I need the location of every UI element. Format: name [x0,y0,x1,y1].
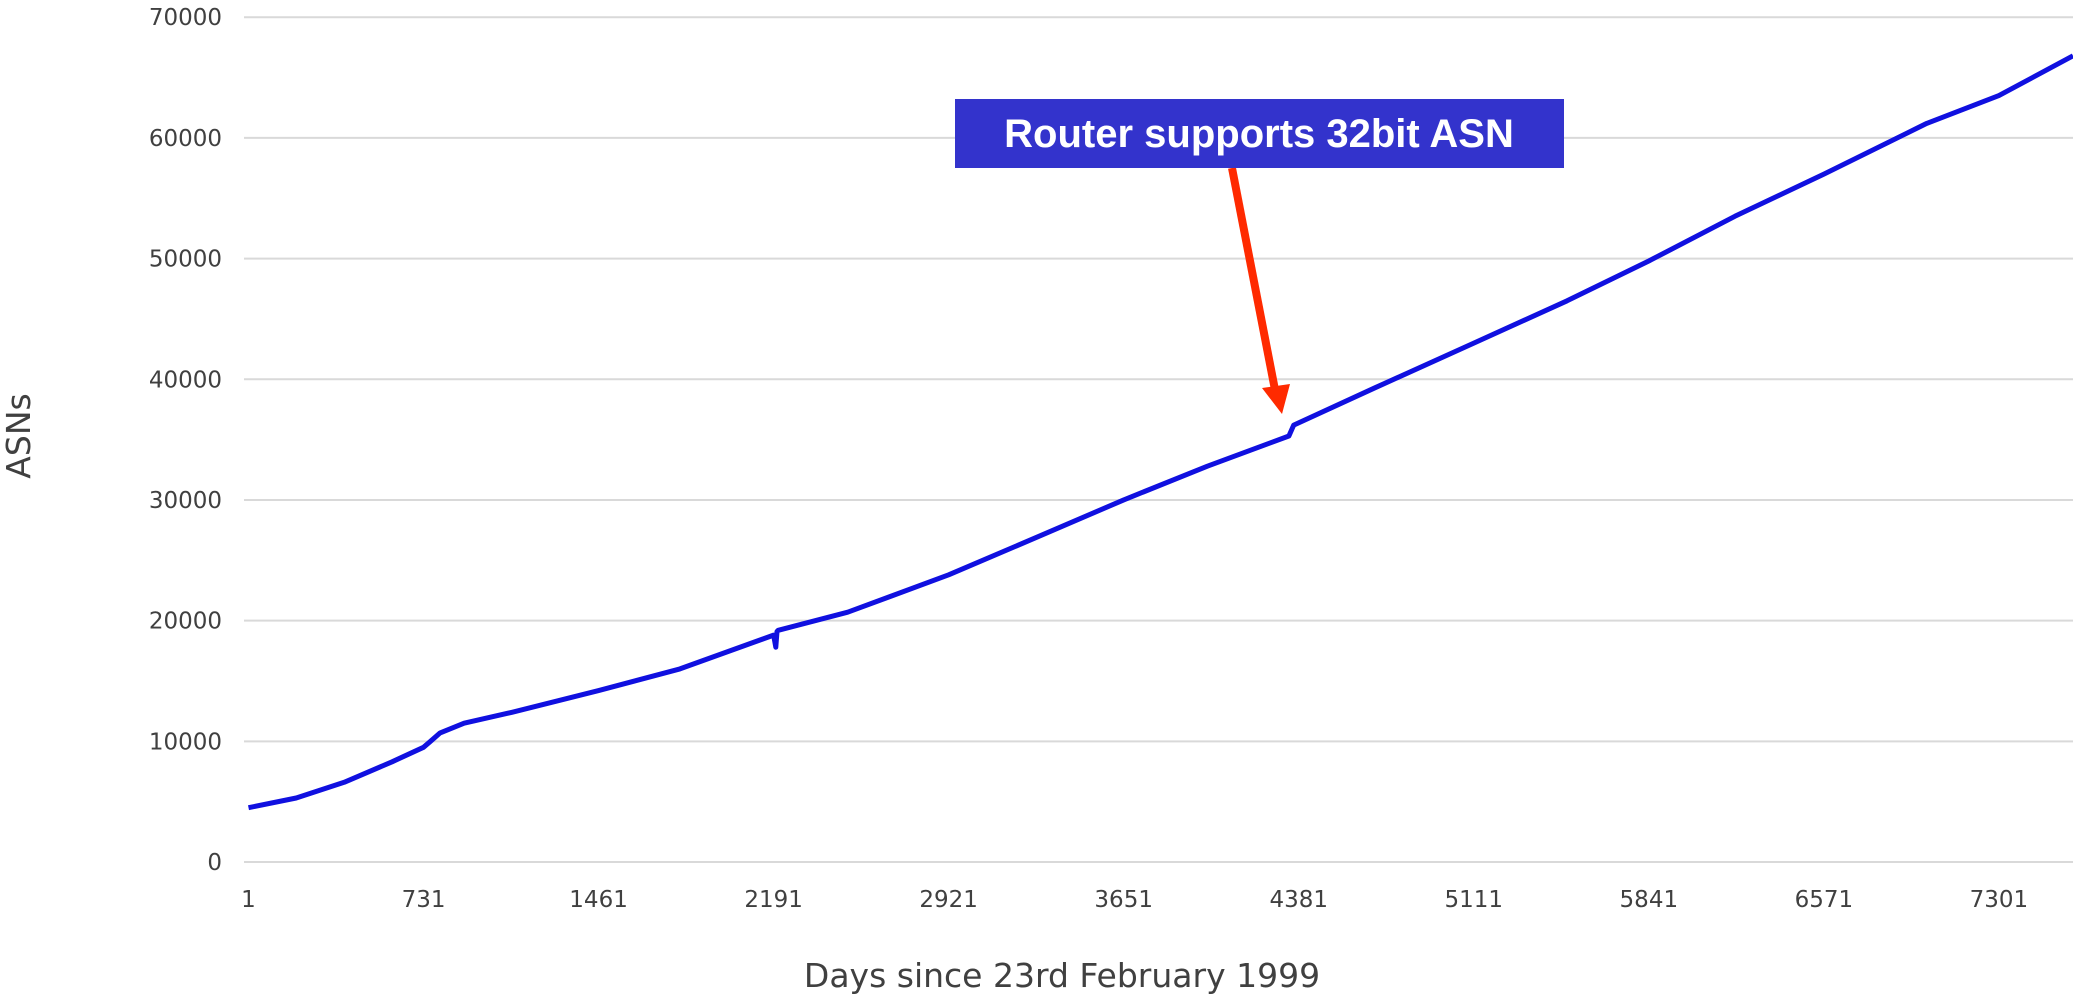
y-tick-label: 60000 [149,126,222,152]
x-tick-label: 2921 [919,887,978,913]
x-tick-label: 7301 [1970,887,2029,913]
x-tick-label: 3651 [1094,887,1153,913]
data-line [249,56,2073,808]
y-tick-label: 30000 [149,488,222,514]
x-tick-label: 1461 [569,887,628,913]
x-tick-label: 5111 [1445,887,1504,913]
y-tick-label: 50000 [149,247,222,273]
x-tick-label: 4381 [1269,887,1328,913]
x-tick-label: 2191 [744,887,803,913]
y-tick-label: 10000 [149,729,222,755]
annotation-arrowhead [1262,384,1290,414]
y-tick-label: 40000 [149,367,222,393]
y-tick-label: 0 [207,850,222,876]
y-axis-title: ASNs [0,393,38,478]
x-tick-label: 5841 [1620,887,1679,913]
x-axis-title: Days since 23rd February 1999 [804,956,1320,995]
annotation-arrow [1232,168,1276,395]
x-tick-label: 1 [241,887,256,913]
y-tick-label: 70000 [149,5,222,31]
annotation-text: Router supports 32bit ASN [1004,112,1514,156]
y-tick-label: 20000 [149,609,222,635]
x-tick-label: 731 [402,887,446,913]
x-tick-label: 6571 [1795,887,1854,913]
